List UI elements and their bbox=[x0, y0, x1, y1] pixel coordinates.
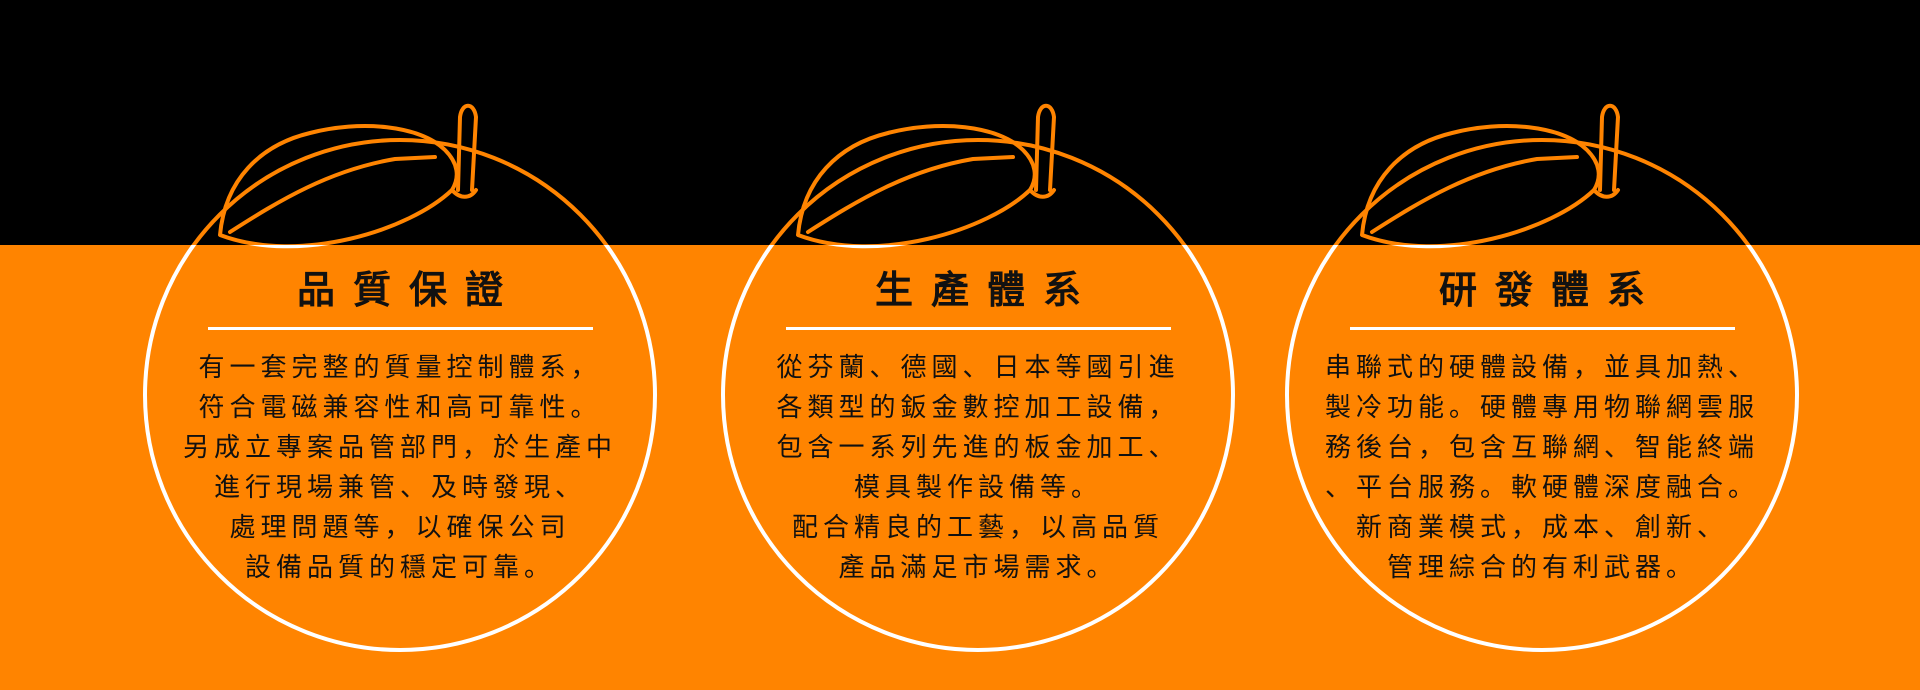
body-line: 有一套完整的質量控制體系， bbox=[198, 353, 602, 383]
body-line: 設備品質的穩定可靠。 bbox=[244, 553, 555, 583]
body-line: 管理綜合的有利武器。 bbox=[1386, 553, 1697, 583]
title-divider bbox=[785, 327, 1171, 330]
card-rnd-system: 研發體系 串聯式的硬體設備，並具加熱、 製冷功能。硬體專用物聯網雲服 務後台，包… bbox=[1292, 245, 1792, 665]
body-line: 另成立專案品管部門，於生產中 bbox=[182, 433, 617, 463]
card-title: 研發體系 bbox=[1438, 268, 1663, 312]
body-line: 新商業模式，成本、創新、 bbox=[1355, 513, 1728, 543]
body-line: 串聯式的硬體設備，並具加熱、 bbox=[1324, 353, 1759, 383]
body-line: 產品滿足市場需求。 bbox=[838, 553, 1118, 583]
title-divider bbox=[207, 327, 593, 330]
card-title: 品質保證 bbox=[296, 268, 521, 312]
card-body: 串聯式的硬體設備，並具加熱、 製冷功能。硬體專用物聯網雲服 務後台，包含互聯網、… bbox=[1325, 348, 1759, 588]
body-line: 處理問題等，以確保公司 bbox=[229, 513, 571, 543]
body-line: 符合電磁兼容性和高可靠性。 bbox=[198, 393, 602, 423]
card-quality-assurance: 品質保證 有一套完整的質量控制體系， 符合電磁兼容性和高可靠性。 另成立專案品管… bbox=[150, 245, 650, 665]
body-line: 從芬蘭、德國、日本等國引進 bbox=[776, 353, 1180, 383]
body-line: 、平台服務。軟硬體深度融合。 bbox=[1324, 473, 1759, 503]
body-line: 務後台，包含互聯網、智能終端 bbox=[1324, 433, 1759, 463]
bottom-band bbox=[0, 245, 1920, 690]
card-production-system: 生產體系 從芬蘭、德國、日本等國引進 各類型的鈑金數控加工設備， 包含一系列先進… bbox=[728, 245, 1228, 665]
title-divider bbox=[1349, 327, 1735, 330]
body-line: 配合精良的工藝，以高品質 bbox=[791, 513, 1164, 543]
body-line: 各類型的鈑金數控加工設備， bbox=[776, 393, 1180, 423]
body-line: 製冷功能。硬體專用物聯網雲服 bbox=[1324, 393, 1759, 423]
card-body: 有一套完整的質量控制體系， 符合電磁兼容性和高可靠性。 另成立專案品管部門，於生… bbox=[183, 348, 617, 588]
card-body: 從芬蘭、德國、日本等國引進 各類型的鈑金數控加工設備， 包含一系列先進的板金加工… bbox=[776, 348, 1179, 588]
body-line: 進行現場兼管、及時發現、 bbox=[213, 473, 586, 503]
body-line: 模具製作設備等。 bbox=[853, 473, 1102, 503]
card-title: 生產體系 bbox=[874, 268, 1099, 312]
body-line: 包含一系列先進的板金加工、 bbox=[776, 433, 1180, 463]
